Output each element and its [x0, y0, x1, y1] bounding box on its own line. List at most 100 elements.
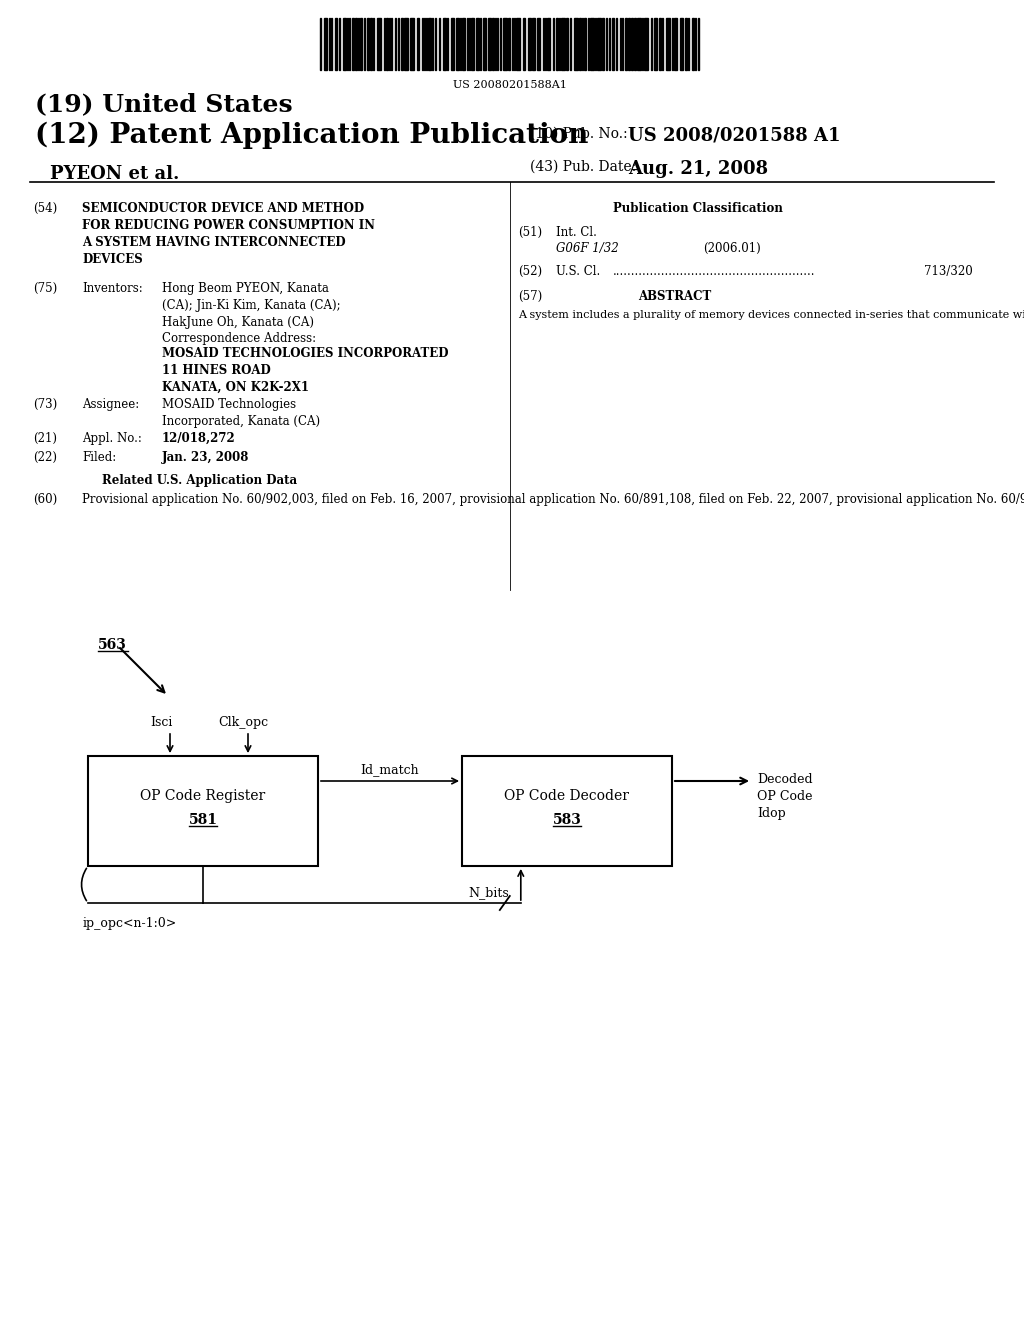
- Text: PYEON et al.: PYEON et al.: [50, 165, 179, 183]
- Text: 713/320: 713/320: [925, 265, 973, 279]
- Bar: [579, 18, 581, 70]
- Bar: [597, 18, 601, 70]
- Bar: [602, 18, 604, 70]
- Bar: [680, 18, 683, 70]
- Bar: [488, 18, 490, 70]
- Bar: [556, 18, 558, 70]
- Text: ABSTRACT: ABSTRACT: [638, 290, 712, 304]
- Bar: [483, 18, 486, 70]
- Bar: [352, 18, 354, 70]
- Bar: [370, 18, 372, 70]
- Text: OP Code Decoder: OP Code Decoder: [505, 789, 630, 803]
- Text: US 20080201588A1: US 20080201588A1: [453, 81, 567, 90]
- Text: N_bits: N_bits: [469, 886, 510, 899]
- Bar: [404, 18, 408, 70]
- Bar: [537, 18, 540, 70]
- Text: (75): (75): [33, 282, 57, 294]
- Bar: [492, 18, 494, 70]
- Text: G06F 1/32: G06F 1/32: [556, 242, 618, 255]
- Text: MOSAID Technologies
Incorporated, Kanata (CA): MOSAID Technologies Incorporated, Kanata…: [162, 399, 321, 428]
- Bar: [377, 18, 381, 70]
- Bar: [532, 18, 535, 70]
- Bar: [631, 18, 633, 70]
- Text: 581: 581: [188, 813, 217, 828]
- Bar: [508, 18, 510, 70]
- Text: OP Code Register: OP Code Register: [140, 789, 265, 803]
- Text: (73): (73): [33, 399, 57, 411]
- Bar: [685, 18, 687, 70]
- Bar: [566, 18, 568, 70]
- Text: 583: 583: [553, 813, 582, 828]
- Bar: [343, 18, 346, 70]
- Bar: [462, 18, 465, 70]
- Text: Jan. 23, 2008: Jan. 23, 2008: [162, 451, 250, 465]
- Text: ......................................................: ........................................…: [613, 265, 815, 279]
- Text: (21): (21): [33, 432, 57, 445]
- Bar: [88, 756, 318, 866]
- Bar: [628, 18, 630, 70]
- Text: (51): (51): [518, 226, 542, 239]
- Bar: [462, 756, 672, 866]
- Bar: [503, 18, 507, 70]
- Bar: [386, 18, 388, 70]
- Bar: [523, 18, 525, 70]
- Bar: [574, 18, 578, 70]
- Text: Inventors:: Inventors:: [82, 282, 142, 294]
- Bar: [367, 18, 369, 70]
- Bar: [410, 18, 414, 70]
- Bar: [674, 18, 677, 70]
- Bar: [547, 18, 550, 70]
- Text: SEMICONDUCTOR DEVICE AND METHOD
FOR REDUCING POWER CONSUMPTION IN
A SYSTEM HAVIN: SEMICONDUCTOR DEVICE AND METHOD FOR REDU…: [82, 202, 375, 267]
- Text: (19) United States: (19) United States: [35, 92, 293, 116]
- Text: (43) Pub. Date:: (43) Pub. Date:: [530, 160, 636, 174]
- Text: Provisional application No. 60/902,003, filed on Feb. 16, 2007, provisional appl: Provisional application No. 60/902,003, …: [82, 492, 1024, 506]
- Text: (2006.01): (2006.01): [703, 242, 761, 255]
- Text: Clk_opc: Clk_opc: [218, 715, 268, 729]
- Bar: [561, 18, 565, 70]
- Text: Hong Beom PYEON, Kanata
(CA); Jin-Ki Kim, Kanata (CA);
HakJune Oh, Kanata (CA): Hong Beom PYEON, Kanata (CA); Jin-Ki Kim…: [162, 282, 341, 329]
- Bar: [451, 18, 454, 70]
- Text: (10) Pub. No.:: (10) Pub. No.:: [530, 127, 628, 141]
- Bar: [634, 18, 636, 70]
- Text: (12) Patent Application Publication: (12) Patent Application Publication: [35, 121, 589, 149]
- Bar: [360, 18, 362, 70]
- Bar: [456, 18, 459, 70]
- Bar: [584, 18, 586, 70]
- Text: (60): (60): [33, 492, 57, 506]
- Bar: [516, 18, 520, 70]
- Bar: [443, 18, 446, 70]
- Text: Correspondence Address:: Correspondence Address:: [162, 333, 316, 345]
- Bar: [471, 18, 474, 70]
- Bar: [417, 18, 419, 70]
- Text: 12/018,272: 12/018,272: [162, 432, 236, 445]
- Bar: [355, 18, 357, 70]
- Text: Id_match: Id_match: [360, 763, 419, 776]
- Bar: [528, 18, 531, 70]
- Text: MOSAID TECHNOLOGIES INCORPORATED
11 HINES ROAD
KANATA, ON K2K-2X1: MOSAID TECHNOLOGIES INCORPORATED 11 HINE…: [162, 347, 449, 393]
- Bar: [654, 18, 657, 70]
- Text: ip_opc<n-1:0>: ip_opc<n-1:0>: [83, 917, 177, 931]
- Text: Appl. No.:: Appl. No.:: [82, 432, 142, 445]
- Bar: [625, 18, 627, 70]
- Bar: [644, 18, 648, 70]
- Bar: [590, 18, 594, 70]
- Bar: [428, 18, 431, 70]
- Text: 563: 563: [98, 638, 127, 652]
- Bar: [612, 18, 614, 70]
- Text: A system includes a plurality of memory devices connected in-series that communi: A system includes a plurality of memory …: [518, 310, 1024, 319]
- Text: (52): (52): [518, 265, 542, 279]
- Bar: [659, 18, 662, 70]
- Text: Aug. 21, 2008: Aug. 21, 2008: [628, 160, 768, 178]
- Bar: [324, 18, 327, 70]
- Text: Decoded
OP Code
Idop: Decoded OP Code Idop: [757, 774, 813, 820]
- Text: (57): (57): [518, 290, 543, 304]
- Bar: [335, 18, 337, 70]
- Text: Int. Cl.: Int. Cl.: [556, 226, 597, 239]
- Text: Publication Classification: Publication Classification: [613, 202, 783, 215]
- Text: Related U.S. Application Data: Related U.S. Application Data: [102, 474, 298, 487]
- Text: Isci: Isci: [150, 715, 172, 729]
- Text: Assignee:: Assignee:: [82, 399, 139, 411]
- Bar: [401, 18, 403, 70]
- Text: (22): (22): [33, 451, 57, 465]
- Text: U.S. Cl.: U.S. Cl.: [556, 265, 600, 279]
